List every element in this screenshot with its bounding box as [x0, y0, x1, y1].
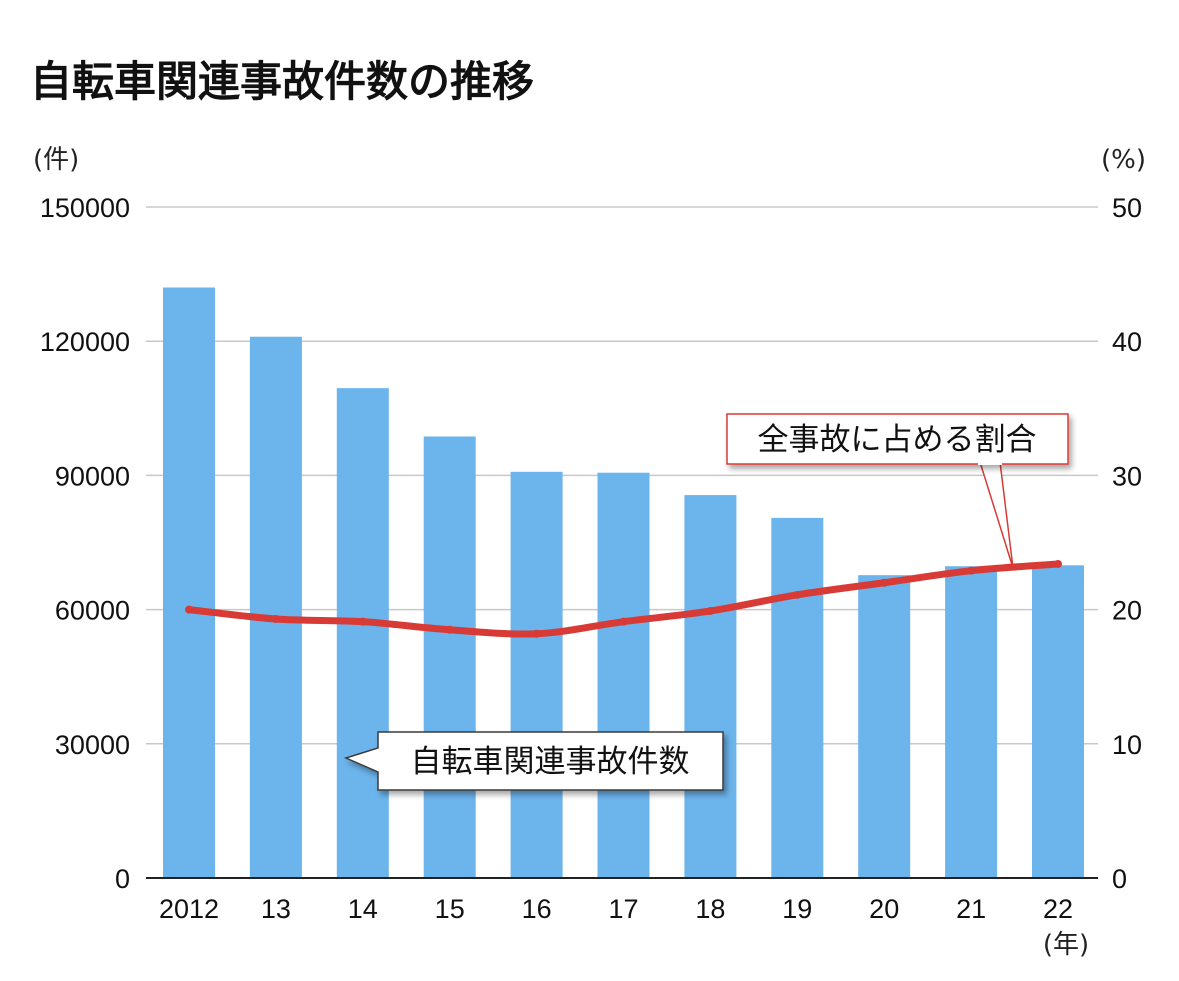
bar	[945, 566, 998, 878]
line-series-callout: 全事故に占める割合	[726, 413, 1069, 465]
left-tick-label: 120000	[40, 327, 130, 357]
bar	[249, 336, 302, 878]
x-tick-label: 22	[1043, 894, 1073, 924]
x-tick-label: 20	[869, 894, 899, 924]
bar	[1032, 565, 1084, 878]
bar	[336, 388, 389, 878]
x-axis-ticks: 2012 13 14 15 16 17 18 19 20 21 22	[159, 894, 1073, 924]
bar	[510, 471, 563, 878]
line-point	[358, 617, 367, 626]
right-tick-label: 30	[1112, 461, 1142, 491]
x-tick-label: 18	[695, 894, 725, 924]
callout-join	[978, 458, 1002, 465]
x-axis-unit: (年)	[1043, 930, 1089, 960]
line-series-callout-label: 全事故に占める割合	[758, 422, 1037, 458]
x-tick-label: 2012	[159, 894, 219, 924]
right-tick-label: 10	[1112, 730, 1142, 760]
x-tick-label: 16	[522, 894, 552, 924]
x-tick-label: 21	[956, 894, 986, 924]
x-tick-label: 14	[348, 894, 378, 924]
bar	[771, 517, 824, 878]
left-axis-ticks: 0 30000 60000 90000 120000 150000	[40, 193, 130, 894]
chart-title: 自転車関連事故件数の推移	[30, 57, 534, 106]
x-tick-label: 15	[435, 894, 465, 924]
left-tick-label: 150000	[40, 193, 130, 223]
right-axis-ticks: 0 10 20 30 40 50	[1112, 193, 1142, 894]
bar-series	[163, 287, 1084, 878]
left-tick-label: 30000	[55, 730, 130, 760]
bar-series-callout: 自転車関連事故件数	[343, 731, 724, 791]
x-tick-label: 13	[261, 894, 291, 924]
right-axis-unit: (%)	[1101, 145, 1146, 175]
x-tick-label: 19	[782, 894, 812, 924]
line-point	[793, 590, 802, 599]
right-tick-label: 20	[1112, 596, 1142, 626]
line-series-callout-box	[726, 413, 1069, 465]
bar	[597, 472, 650, 878]
left-tick-label: 60000	[55, 596, 130, 626]
bar	[163, 287, 215, 878]
bar-series-callout-box	[343, 731, 724, 791]
left-tick-label: 90000	[55, 461, 130, 491]
line-point	[706, 606, 715, 615]
line-series	[185, 559, 1062, 638]
bar	[423, 436, 476, 878]
bar-series-callout-label: 自転車関連事故件数	[411, 744, 690, 780]
line-point	[619, 617, 628, 626]
right-tick-label: 50	[1112, 193, 1142, 223]
line-point	[880, 578, 889, 587]
left-axis-unit: (件)	[33, 145, 79, 175]
line-point	[967, 566, 976, 575]
line-series-callout-pointer	[978, 461, 1014, 569]
bar	[684, 495, 737, 878]
line-point	[445, 625, 454, 634]
line-point	[532, 629, 541, 638]
line-point	[1054, 559, 1062, 568]
line-point	[185, 605, 193, 614]
right-tick-label: 40	[1112, 327, 1142, 357]
left-tick-label: 0	[115, 864, 130, 894]
x-tick-label: 17	[608, 894, 638, 924]
bar	[858, 575, 911, 878]
right-tick-label: 0	[1112, 864, 1127, 894]
line-point	[271, 614, 280, 623]
